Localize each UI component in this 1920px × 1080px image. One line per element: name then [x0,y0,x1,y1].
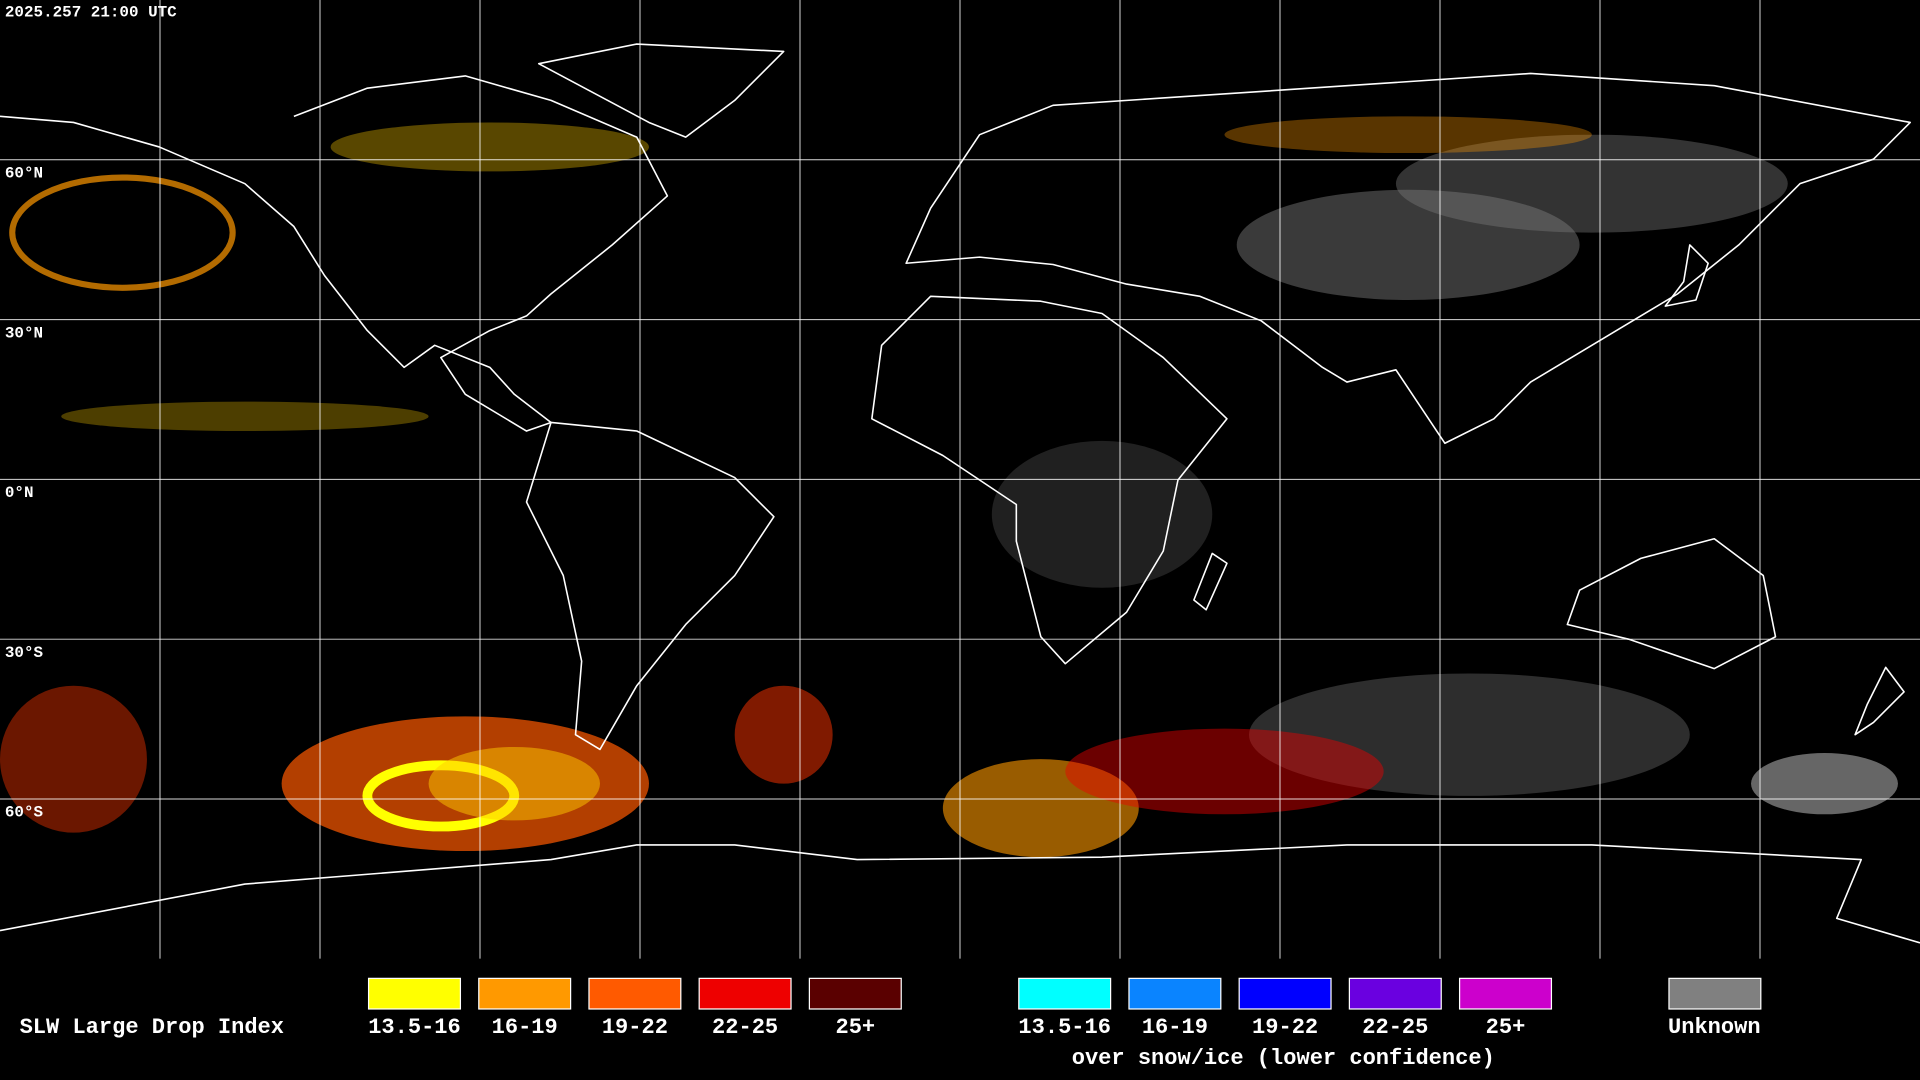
legend-label: 19-22 [602,1015,668,1040]
legend-label: 16-19 [492,1015,558,1040]
legend-swatch [1238,977,1332,1010]
north-america [0,75,669,432]
legend-label: 25+ [835,1015,875,1040]
cloud-band [734,685,833,784]
legend-label: 25+ [1486,1015,1526,1040]
timestamp: 2025.257 21:00 UTC [5,3,177,21]
cloud-band [942,759,1139,858]
legend-swatch [698,977,792,1010]
unknown-area [1236,189,1580,300]
legend-swatch [367,977,462,1010]
latitude-label: 60°S [5,804,44,822]
africa [871,295,1228,665]
cloud-band [330,122,649,172]
legend-panel [0,958,1920,1080]
japan [1664,244,1709,307]
legend-swatch [588,977,682,1010]
greenland [537,43,785,138]
legend-swatch [808,977,902,1010]
cloud-band [1224,116,1592,154]
unknown-area [1751,753,1898,815]
snow-caption: over snow/ice (lower confidence) [1072,1046,1495,1071]
latitude-label: 30°S [5,644,44,662]
legend-label: 16-19 [1142,1015,1208,1040]
data-overlay [0,116,1898,858]
legend-title: SLW Large Drop Index [20,1015,284,1040]
legend-label: 22-25 [1362,1015,1428,1040]
unknown-area [1248,673,1690,796]
madagascar [1193,552,1228,611]
legend-swatch [1348,977,1442,1010]
latitude-label: 0°N [5,484,34,502]
legend-label: Unknown [1668,1015,1761,1040]
legend-label: 22-25 [712,1015,778,1040]
cloud-band [9,174,236,291]
latitude-labels: 60°N 30°N 0°N 30°S 60°S [5,164,44,821]
new-zealand [1854,666,1905,736]
legend-swatch [1018,977,1112,1010]
latitude-label: 60°N [5,164,43,182]
graticule [0,0,1920,959]
legend: 13.5-16 16-19 19-22 22-25 25+ 13.5-16 16-19 19-… [367,977,1762,1040]
antarctica [0,844,1920,944]
unknown-area [1395,134,1788,233]
legend-label: 19-22 [1252,1015,1318,1040]
south-america [525,421,775,751]
storm [428,746,600,821]
legend-swatch [1128,977,1222,1010]
legend-swatch [1458,977,1553,1010]
latitude-label: 30°N [5,324,43,342]
legend-label: 13.5-16 [368,1015,461,1040]
cloud-band [61,401,429,432]
unknown-area [991,440,1213,588]
legend-swatch [478,977,572,1010]
legend-swatch [1668,977,1762,1010]
legend-label: 13.5-16 [1018,1015,1111,1040]
cloud-band [0,685,147,833]
cloud-band [1065,728,1384,815]
australia [1566,537,1777,670]
